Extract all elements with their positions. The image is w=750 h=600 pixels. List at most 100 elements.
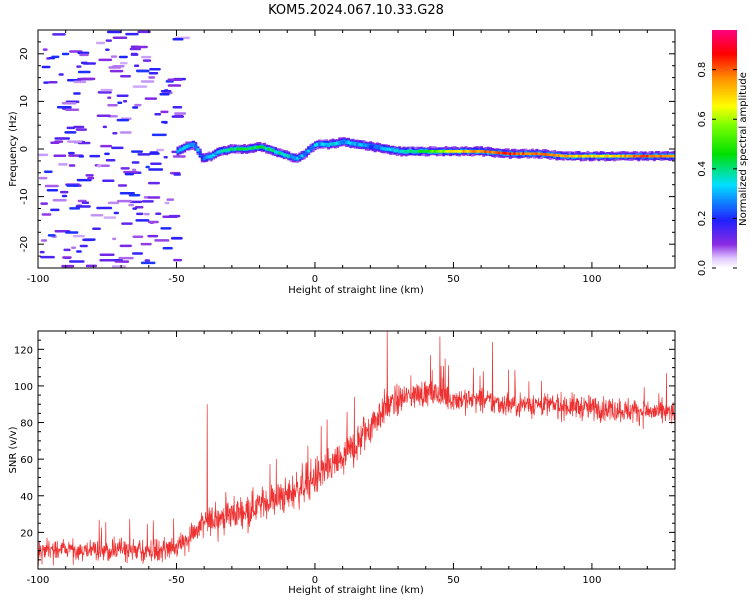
- noise-cell: [156, 148, 165, 152]
- noise-cell: [97, 91, 112, 94]
- trace-cell: [588, 154, 592, 158]
- trace-cell: [610, 154, 614, 158]
- noise-cell: [168, 214, 181, 218]
- noise-cell: [79, 244, 88, 248]
- trace-cell: [581, 154, 585, 158]
- noise-cell: [162, 247, 173, 250]
- noise-cell: [68, 151, 75, 155]
- y-tick-label: 0: [19, 146, 30, 152]
- trace-cell: [187, 144, 191, 148]
- trace-cell: [544, 153, 548, 156]
- noise-cell: [42, 48, 48, 51]
- trace-cell: [384, 147, 388, 151]
- trace-cell: [214, 152, 218, 155]
- noise-cell: [117, 184, 128, 187]
- trace-cell: [519, 152, 523, 156]
- trace-cell: [265, 147, 269, 150]
- noise-cell: [50, 208, 60, 212]
- noise-cell: [128, 203, 135, 207]
- trace-cell: [657, 154, 661, 158]
- noise-cell: [83, 238, 96, 241]
- trace-cell: [612, 154, 616, 158]
- noise-cell: [54, 140, 64, 143]
- noise-cell: [38, 153, 49, 157]
- trace-cell: [497, 151, 501, 155]
- noise-cell: [149, 151, 159, 154]
- trace-cell: [373, 145, 377, 149]
- trace-cell: [655, 154, 659, 158]
- trace-cell: [220, 149, 224, 153]
- trace-cell: [207, 155, 211, 159]
- trace-cell: [309, 147, 313, 151]
- trace-cell: [643, 154, 647, 158]
- trace-cell: [318, 142, 322, 146]
- trace-cell: [355, 142, 359, 146]
- spectrogram-frame: [37, 29, 676, 269]
- noise-cell: [96, 206, 113, 210]
- y-tick-label: 20: [19, 47, 30, 60]
- noise-cell: [58, 163, 68, 166]
- trace-cell: [526, 152, 530, 156]
- trace-cell: [606, 154, 610, 158]
- x-tick-label: 50: [447, 274, 460, 285]
- noise-cell: [43, 170, 53, 173]
- trace-cell: [238, 147, 242, 151]
- noise-cell: [161, 120, 168, 124]
- noise-cell: [155, 212, 162, 216]
- trace-cell: [477, 150, 481, 153]
- trace-cell: [254, 146, 258, 149]
- trace-cell: [398, 150, 402, 153]
- trace-cell: [362, 143, 366, 147]
- colorbar-tick-label: 0.2: [697, 210, 708, 226]
- trace-cell: [575, 154, 579, 158]
- noise-cell: [132, 106, 139, 109]
- y-tick-label: -10: [19, 188, 30, 204]
- trace-cell: [648, 154, 652, 158]
- noise-cell: [48, 56, 56, 60]
- trace-cell: [650, 154, 654, 158]
- trace-cell: [659, 154, 663, 158]
- noise-cell: [134, 103, 142, 107]
- trace-cell: [371, 145, 375, 149]
- noise-cell: [141, 200, 154, 203]
- trace-cell: [285, 154, 289, 157]
- trace-cell: [429, 150, 433, 153]
- noise-cell: [40, 202, 49, 205]
- noise-cell: [103, 216, 117, 219]
- noise-cell: [121, 222, 133, 225]
- x-tick-label: 0: [312, 575, 318, 586]
- trace-cell: [528, 152, 532, 156]
- trace-cell: [245, 147, 249, 151]
- trace-cell: [234, 147, 238, 151]
- noise-cell: [85, 264, 98, 268]
- noise-cell: [61, 102, 77, 105]
- trace-cell: [663, 154, 667, 158]
- noise-cell: [105, 39, 113, 42]
- trace-cell: [486, 150, 490, 154]
- y-tick-label: 120: [14, 345, 33, 356]
- noise-cell: [105, 159, 116, 162]
- trace-cell: [491, 150, 495, 154]
- trace-cell: [621, 154, 625, 158]
- trace-cell: [386, 148, 390, 151]
- trace-cell: [209, 154, 213, 158]
- trace-cell: [480, 150, 484, 153]
- trace-cell: [227, 148, 231, 152]
- noise-cell: [64, 131, 77, 134]
- noise-cell: [160, 89, 172, 93]
- trace-cell: [579, 154, 583, 158]
- spectrogram-signal-trace: [176, 136, 675, 163]
- trace-cell: [599, 154, 603, 158]
- trace-cell: [415, 150, 419, 153]
- noise-cell: [148, 168, 164, 171]
- trace-cell: [422, 150, 426, 153]
- trace-cell: [457, 150, 461, 153]
- trace-cell: [282, 153, 286, 156]
- noise-cell: [136, 212, 144, 216]
- trace-cell: [229, 148, 233, 151]
- trace-cell: [273, 150, 277, 153]
- noise-cell: [47, 234, 56, 237]
- noise-cell: [167, 78, 183, 81]
